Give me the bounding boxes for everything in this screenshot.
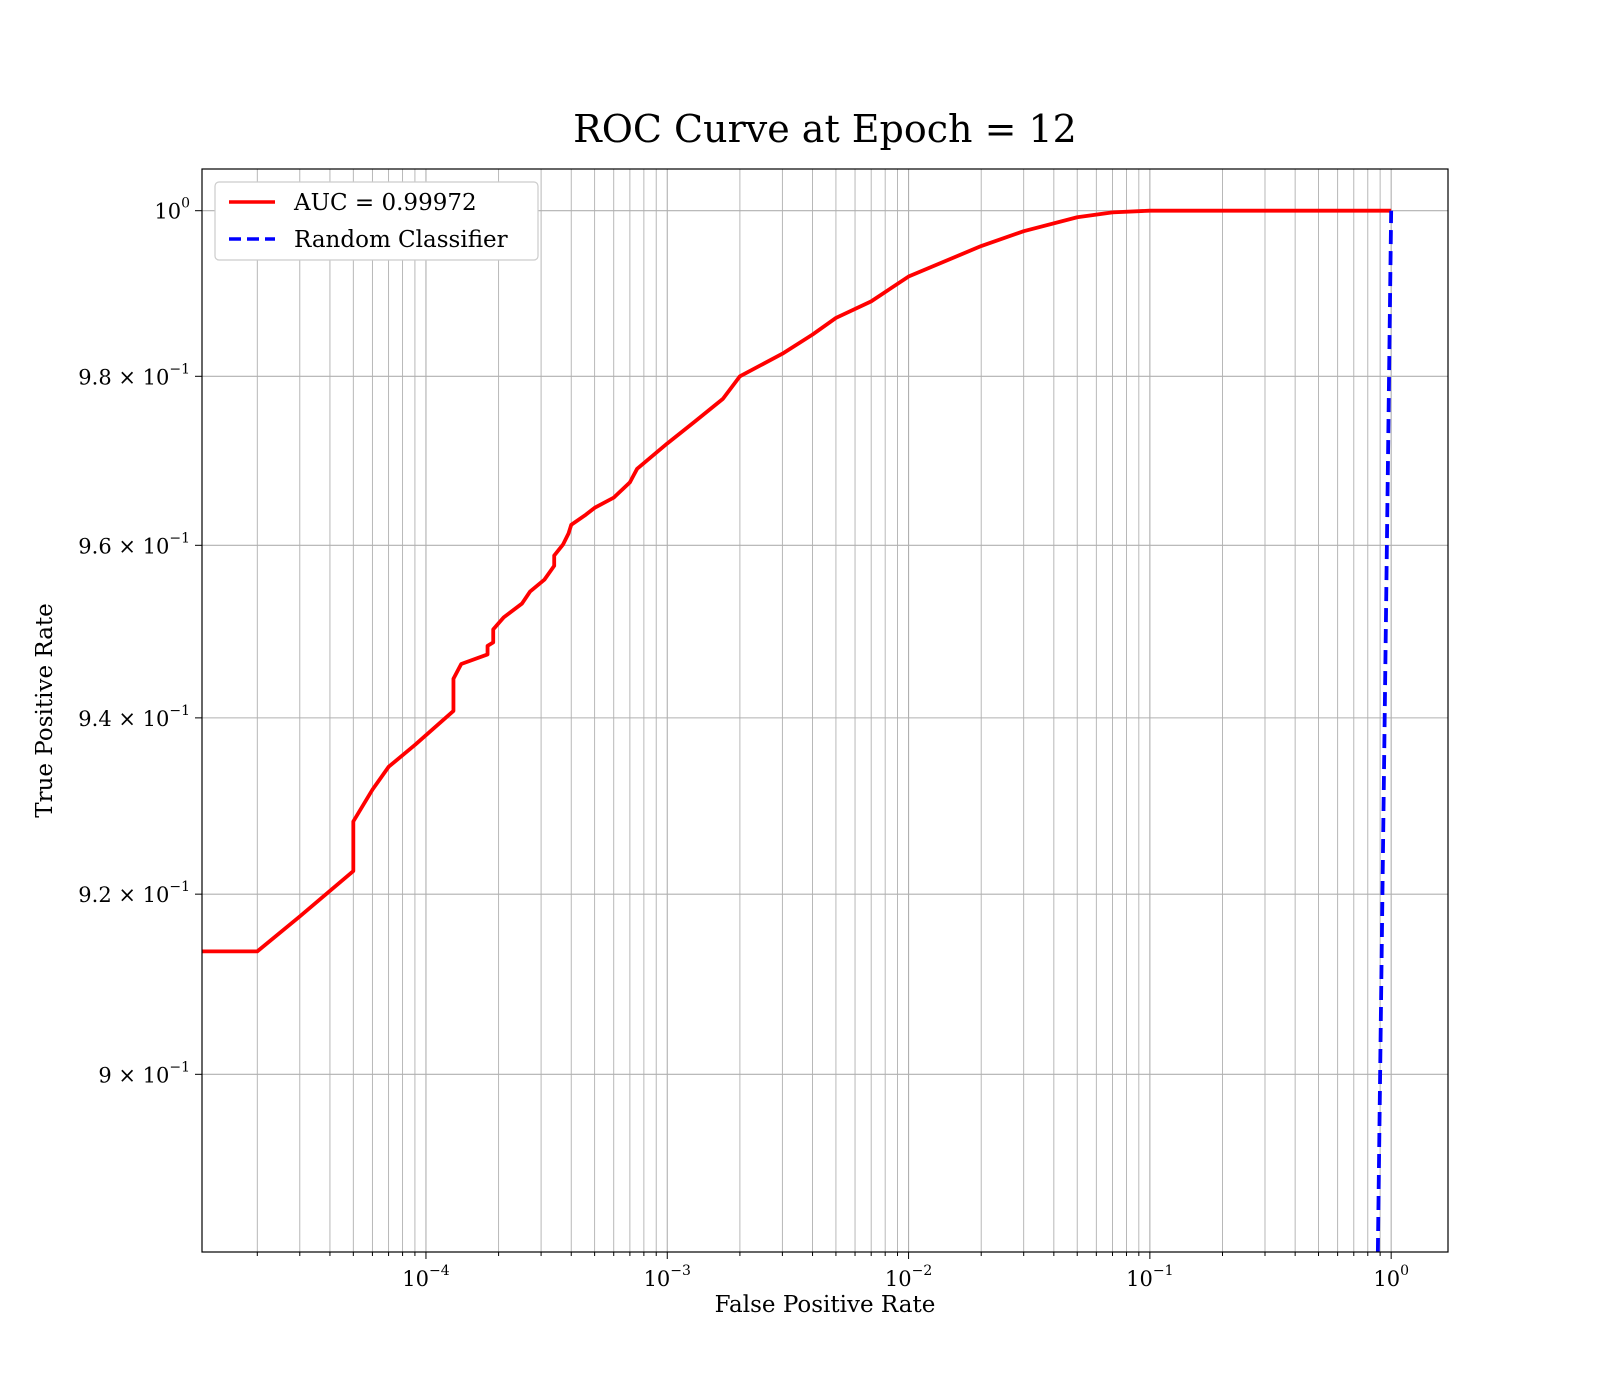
plot-frame — [201, 168, 1449, 1253]
y-tick-label: 100 — [154, 196, 190, 224]
y-tick-label: 9 × 10−1 — [98, 1059, 190, 1087]
x-tick-label: 100 — [1373, 1263, 1409, 1291]
y-axis-label: True Positive Rate — [32, 603, 58, 818]
grid — [202, 169, 1448, 1252]
y-tick-label: 9.4 × 10−1 — [78, 703, 190, 731]
x-axis-label: False Positive Rate — [715, 1292, 936, 1318]
x-tick-label: 10−1 — [1126, 1263, 1173, 1291]
y-tick-label: 9.8 × 10−1 — [78, 361, 190, 389]
legend-label-random-classifier: Random Classifier — [294, 227, 508, 253]
x-tick-label: 10−2 — [885, 1263, 932, 1291]
legend-label-auc: AUC = 0.99972 — [293, 190, 477, 216]
y-tick-label: 9.6 × 10−1 — [78, 530, 190, 558]
random-classifier-line — [1375, 210, 1394, 1252]
legend-box — [214, 181, 539, 261]
ticks: 10−4 10−3 10−2 10−1 100 9 × 10−1 9.2 × 10−1 9.4… — [78, 196, 1409, 1291]
chart-title: ROC Curve at Epoch = 12 — [573, 107, 1077, 151]
y-tick-label: 9.2 × 10−1 — [78, 879, 190, 907]
legend: AUC = 0.99972 Random Classifier — [214, 181, 539, 261]
x-tick-label: 10−4 — [402, 1263, 449, 1291]
series-layer — [202, 208, 1394, 1252]
x-tick-label: 10−3 — [644, 1263, 691, 1291]
roc-curve-line — [202, 208, 1392, 954]
